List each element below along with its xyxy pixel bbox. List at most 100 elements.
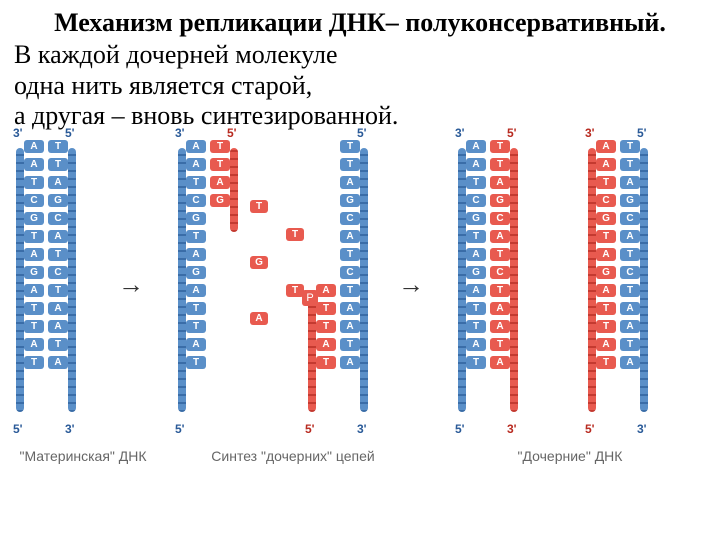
nucleotide: A	[24, 140, 44, 153]
dna-strand: TTAGCATCTAATA	[510, 140, 518, 420]
nucleotide: G	[48, 194, 68, 207]
dna-replication-diagram: → → AATCGTAGATTATTTAGCATCTAATAAATCGTAGAT…	[8, 140, 712, 440]
arrow-2: →	[398, 270, 424, 300]
nucleotide: T	[48, 140, 68, 153]
nucleotide: G	[186, 266, 206, 279]
nucleotide: A	[340, 356, 360, 369]
nucleotide: T	[620, 158, 640, 171]
nucleotide: T	[316, 320, 336, 333]
nucleotide: A	[316, 284, 336, 297]
nucleotide: T	[48, 338, 68, 351]
nucleotide: A	[490, 176, 510, 189]
nucleotide: T	[340, 284, 360, 297]
nucleotide: A	[620, 302, 640, 315]
nucleotide: T	[620, 140, 640, 153]
nucleotide: T	[466, 176, 486, 189]
dna-strand: ATTAT	[308, 140, 316, 420]
nucleotide: G	[466, 266, 486, 279]
nucleotide: C	[620, 266, 640, 279]
nucleotide: C	[48, 266, 68, 279]
nucleotide: A	[466, 158, 486, 171]
nucleotide: T	[466, 230, 486, 243]
nucleotide: A	[48, 176, 68, 189]
nucleotide: A	[596, 338, 616, 351]
nucleotide: A	[340, 302, 360, 315]
nucleotide: T	[340, 158, 360, 171]
nucleotide: T	[596, 176, 616, 189]
nucleotide: C	[466, 194, 486, 207]
nucleotide: T	[210, 140, 230, 153]
nucleotide: A	[596, 140, 616, 153]
nucleotide: A	[186, 248, 206, 261]
nucleotide: T	[316, 356, 336, 369]
nucleotide: C	[490, 266, 510, 279]
nucleotide: T	[316, 302, 336, 315]
nucleotide: A	[466, 248, 486, 261]
nucleotide: A	[48, 356, 68, 369]
panel-captions: "Материнская" ДНК Синтез "дочерних" цепе…	[8, 448, 712, 464]
nucleotide: A	[620, 176, 640, 189]
nucleotide: C	[186, 194, 206, 207]
nucleotide: G	[596, 212, 616, 225]
nucleotide: T	[596, 320, 616, 333]
nucleotide: T	[490, 158, 510, 171]
nucleotide: T	[48, 158, 68, 171]
nucleotide: T	[210, 158, 230, 171]
nucleotide: G	[596, 266, 616, 279]
nucleotide: A	[466, 140, 486, 153]
nucleotide: A	[596, 158, 616, 171]
nucleotide: C	[24, 194, 44, 207]
dna-strand: AATCGTAGATTAT	[178, 140, 186, 420]
dna-strand: AATCGTAGATTAT	[458, 140, 466, 420]
nucleotide: A	[316, 338, 336, 351]
nucleotide: T	[490, 338, 510, 351]
nucleotide: T	[24, 356, 44, 369]
desc-line-1: В каждой дочерней молекуле	[14, 40, 710, 71]
nucleotide: A	[340, 320, 360, 333]
nucleotide: A	[340, 176, 360, 189]
dna-strand: TTAG	[230, 140, 238, 240]
nucleotide: T	[186, 176, 206, 189]
nucleotide: A	[490, 356, 510, 369]
nucleotide: A	[24, 248, 44, 261]
nucleotide: G	[24, 212, 44, 225]
nucleotide: A	[340, 230, 360, 243]
nucleotide: A	[620, 230, 640, 243]
dna-strand: TTAGCATCTAATA	[360, 140, 368, 420]
nucleotide: C	[48, 212, 68, 225]
nucleotide: A	[490, 302, 510, 315]
title-text: Механизм репликации ДНК– полуконсерватив…	[54, 8, 666, 37]
nucleotide: T	[620, 248, 640, 261]
nucleotide: A	[490, 230, 510, 243]
nucleotide: T	[466, 320, 486, 333]
nucleotide: A	[186, 158, 206, 171]
nucleotide: T	[596, 356, 616, 369]
nucleotide: T	[620, 284, 640, 297]
dna-strand: AATCGTAGATTAT	[588, 140, 596, 420]
nucleotide: T	[620, 338, 640, 351]
nucleotide: G	[340, 194, 360, 207]
nucleotide: T	[466, 302, 486, 315]
nucleotide: A	[186, 284, 206, 297]
nucleotide: C	[596, 194, 616, 207]
nucleotide: T	[340, 140, 360, 153]
nucleotide: A	[48, 230, 68, 243]
nucleotide: C	[340, 212, 360, 225]
nucleotide: A	[620, 356, 640, 369]
nucleotide: G	[210, 194, 230, 207]
nucleotide: A	[186, 140, 206, 153]
nucleotide: A	[490, 320, 510, 333]
nucleotide: A	[48, 302, 68, 315]
nucleotide: T	[186, 320, 206, 333]
nucleotide: T	[48, 248, 68, 261]
nucleotide: G	[24, 266, 44, 279]
free-nucleotide: T	[250, 200, 268, 213]
nucleotide: A	[466, 338, 486, 351]
nucleotide: A	[186, 338, 206, 351]
nucleotide: T	[186, 230, 206, 243]
arrow-1: →	[118, 270, 144, 300]
nucleotide: A	[596, 248, 616, 261]
nucleotide: T	[466, 356, 486, 369]
caption-synthesis: Синтез "дочерних" цепей	[158, 448, 428, 464]
nucleotide: T	[186, 356, 206, 369]
